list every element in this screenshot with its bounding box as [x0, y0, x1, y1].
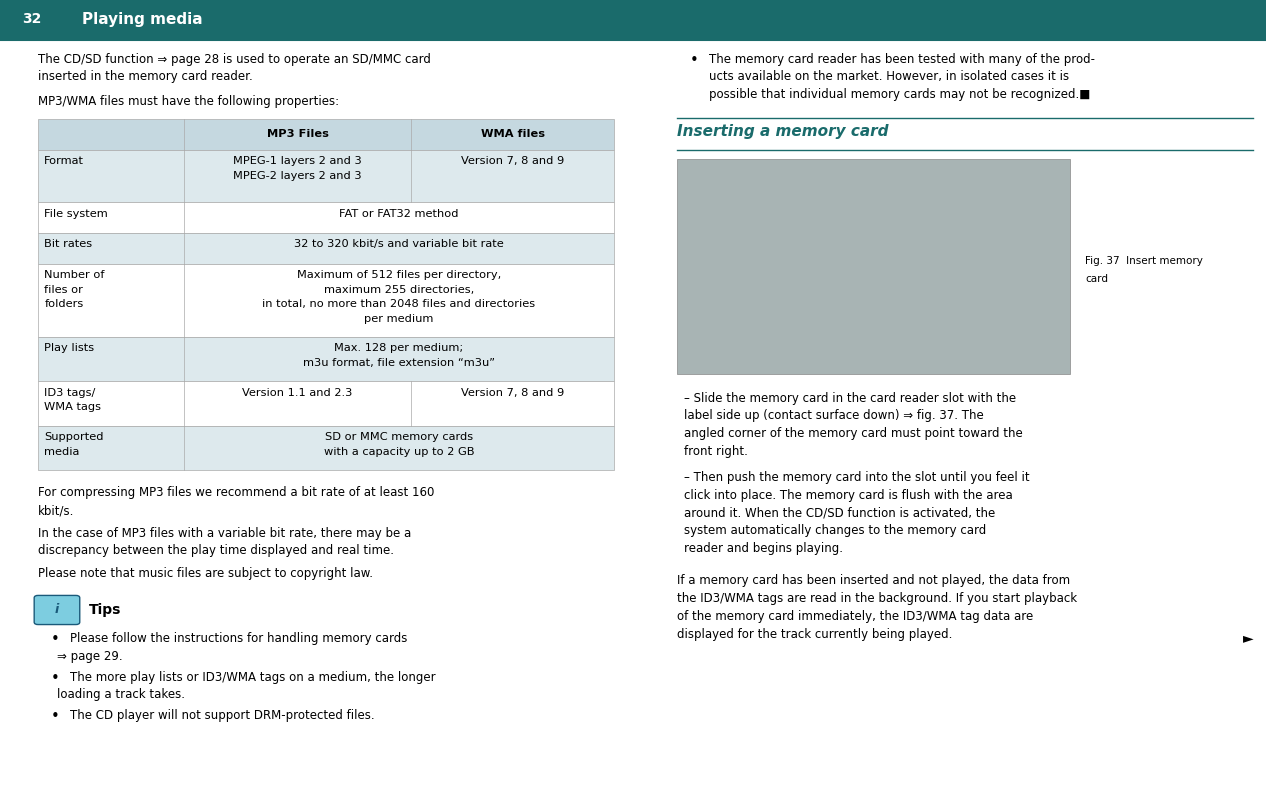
- Text: inserted in the memory card reader.: inserted in the memory card reader.: [38, 70, 253, 83]
- Text: Number of: Number of: [44, 270, 105, 280]
- Text: Please note that music files are subject to copyright law.: Please note that music files are subject…: [38, 567, 373, 580]
- Text: MP3 Files: MP3 Files: [267, 129, 328, 139]
- Text: Maximum of 512 files per directory,: Maximum of 512 files per directory,: [296, 270, 501, 280]
- Bar: [38, 264, 614, 337]
- Text: If a memory card has been inserted and not played, the data from: If a memory card has been inserted and n…: [677, 574, 1071, 587]
- Text: m3u format, file extension “m3u”: m3u format, file extension “m3u”: [303, 358, 495, 367]
- Text: Version 7, 8 and 9: Version 7, 8 and 9: [461, 388, 565, 397]
- Bar: [38, 337, 614, 381]
- Text: displayed for the track currently being played.: displayed for the track currently being …: [677, 628, 953, 641]
- Text: WMA tags: WMA tags: [44, 402, 101, 412]
- Text: The CD player will not support DRM-protected files.: The CD player will not support DRM-prote…: [70, 709, 375, 722]
- Text: loading a track takes.: loading a track takes.: [57, 688, 185, 701]
- Text: per medium: per medium: [365, 314, 433, 324]
- Bar: [677, 159, 1070, 374]
- Text: Inserting a memory card: Inserting a memory card: [677, 124, 889, 139]
- Text: files or: files or: [44, 285, 84, 294]
- Text: ►: ►: [1243, 631, 1253, 645]
- Text: Format: Format: [44, 156, 85, 166]
- Text: Max. 128 per medium;: Max. 128 per medium;: [334, 343, 463, 353]
- Text: Version 1.1 and 2.3: Version 1.1 and 2.3: [242, 388, 353, 397]
- Text: •: •: [690, 53, 699, 68]
- Text: maximum 255 directories,: maximum 255 directories,: [324, 285, 473, 294]
- Text: possible that individual memory cards may not be recognized.■: possible that individual memory cards ma…: [709, 88, 1090, 101]
- Text: angled corner of the memory card must point toward the: angled corner of the memory card must po…: [684, 427, 1023, 440]
- Text: Fig. 37  Insert memory: Fig. 37 Insert memory: [1085, 256, 1203, 266]
- Text: media: media: [44, 447, 80, 456]
- Bar: [38, 202, 614, 233]
- Text: In the case of MP3 files with a variable bit rate, there may be a: In the case of MP3 files with a variable…: [38, 527, 411, 540]
- Text: FAT or FAT32 method: FAT or FAT32 method: [339, 209, 458, 218]
- Text: – Slide the memory card in the card reader slot with the: – Slide the memory card in the card read…: [684, 392, 1015, 404]
- Text: 32: 32: [22, 12, 42, 27]
- Text: MP3/WMA files must have the following properties:: MP3/WMA files must have the following pr…: [38, 95, 339, 108]
- Text: – Then push the memory card into the slot until you feel it: – Then push the memory card into the slo…: [684, 471, 1029, 484]
- Text: in total, no more than 2048 files and directories: in total, no more than 2048 files and di…: [262, 299, 536, 309]
- FancyBboxPatch shape: [34, 595, 80, 625]
- Text: The memory card reader has been tested with many of the prod-: The memory card reader has been tested w…: [709, 53, 1095, 66]
- Text: Bit rates: Bit rates: [44, 239, 92, 249]
- Text: of the memory card immediately, the ID3/WMA tag data are: of the memory card immediately, the ID3/…: [677, 610, 1033, 623]
- Text: around it. When the CD/SD function is activated, the: around it. When the CD/SD function is ac…: [684, 506, 995, 519]
- Bar: [38, 426, 614, 470]
- Text: discrepancy between the play time displayed and real time.: discrepancy between the play time displa…: [38, 544, 394, 557]
- Text: with a capacity up to 2 GB: with a capacity up to 2 GB: [324, 447, 473, 456]
- Text: Version 7, 8 and 9: Version 7, 8 and 9: [461, 156, 565, 166]
- Text: i: i: [54, 604, 60, 616]
- Text: ID3 tags/: ID3 tags/: [44, 388, 96, 397]
- Text: SD or MMC memory cards: SD or MMC memory cards: [324, 432, 473, 442]
- Text: folders: folders: [44, 299, 84, 309]
- Text: •: •: [51, 671, 60, 686]
- Text: Supported: Supported: [44, 432, 104, 442]
- Text: kbit/s.: kbit/s.: [38, 504, 75, 517]
- Bar: [38, 233, 614, 264]
- Text: Please follow the instructions for handling memory cards: Please follow the instructions for handl…: [70, 632, 406, 645]
- Text: front right.: front right.: [684, 445, 747, 458]
- Bar: [38, 381, 614, 426]
- Text: ucts available on the market. However, in isolated cases it is: ucts available on the market. However, i…: [709, 70, 1069, 83]
- Text: The more play lists or ID3/WMA tags on a medium, the longer: The more play lists or ID3/WMA tags on a…: [70, 671, 436, 684]
- Text: Playing media: Playing media: [82, 12, 203, 27]
- Text: •: •: [51, 709, 60, 725]
- Text: label side up (contact surface down) ⇒ fig. 37. The: label side up (contact surface down) ⇒ f…: [684, 409, 984, 422]
- Text: the ID3/WMA tags are read in the background. If you start playback: the ID3/WMA tags are read in the backgro…: [677, 592, 1077, 605]
- Text: MPEG-2 layers 2 and 3: MPEG-2 layers 2 and 3: [233, 171, 362, 180]
- Text: For compressing MP3 files we recommend a bit rate of at least 160: For compressing MP3 files we recommend a…: [38, 486, 434, 499]
- Text: Tips: Tips: [89, 603, 122, 617]
- Text: reader and begins playing.: reader and begins playing.: [684, 542, 843, 555]
- Text: card: card: [1085, 273, 1108, 284]
- Text: Play lists: Play lists: [44, 343, 95, 353]
- Text: File system: File system: [44, 209, 108, 218]
- Text: •: •: [51, 632, 60, 647]
- Text: WMA files: WMA files: [481, 129, 544, 139]
- Bar: [38, 150, 614, 202]
- Text: system automatically changes to the memory card: system automatically changes to the memo…: [684, 524, 986, 537]
- Bar: [38, 119, 614, 150]
- Text: 32 to 320 kbit/s and variable bit rate: 32 to 320 kbit/s and variable bit rate: [294, 239, 504, 249]
- Text: The CD/SD function ⇒ page 28 is used to operate an SD/MMC card: The CD/SD function ⇒ page 28 is used to …: [38, 53, 430, 66]
- Bar: [0, 0, 1266, 39]
- Text: MPEG-1 layers 2 and 3: MPEG-1 layers 2 and 3: [233, 156, 362, 166]
- Text: click into place. The memory card is flush with the area: click into place. The memory card is flu…: [684, 489, 1013, 502]
- Text: ⇒ page 29.: ⇒ page 29.: [57, 650, 123, 663]
